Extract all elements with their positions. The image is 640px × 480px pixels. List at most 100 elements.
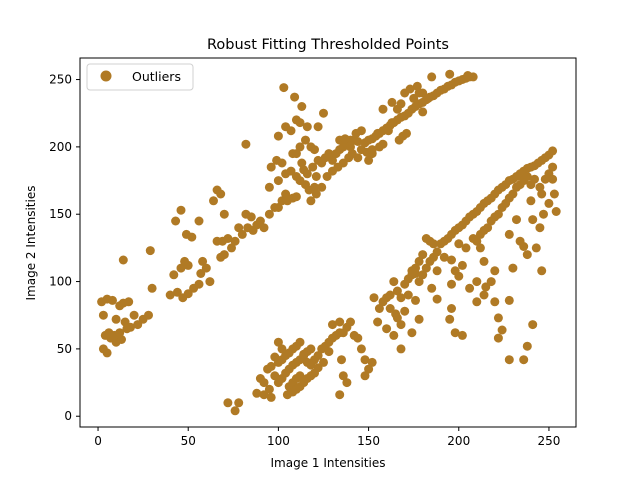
data-point xyxy=(279,83,289,93)
data-point xyxy=(387,97,397,107)
data-point xyxy=(273,131,283,141)
data-point xyxy=(454,239,464,249)
x-tick-label: 0 xyxy=(94,434,102,448)
data-point xyxy=(463,71,473,80)
data-point xyxy=(548,146,558,156)
x-tick-label: 100 xyxy=(267,434,290,448)
data-point xyxy=(457,330,467,340)
y-tick-label: 250 xyxy=(49,73,72,87)
data-point xyxy=(264,384,274,394)
data-point xyxy=(537,189,547,199)
data-point xyxy=(290,92,300,102)
points-layer xyxy=(97,69,561,416)
data-point xyxy=(117,335,126,344)
data-point xyxy=(286,126,296,136)
data-point xyxy=(340,134,350,144)
data-point xyxy=(133,320,143,330)
data-point xyxy=(223,398,233,408)
y-tick-label: 50 xyxy=(57,342,72,356)
y-axis-label: Image 2 Intensities xyxy=(24,186,38,301)
data-point xyxy=(194,216,204,226)
x-axis-label: Image 1 Intensities xyxy=(271,456,386,470)
data-point xyxy=(319,108,328,118)
data-point xyxy=(266,392,276,402)
data-point xyxy=(313,351,323,361)
data-point xyxy=(311,172,321,181)
data-point xyxy=(169,270,179,280)
data-point xyxy=(457,260,467,270)
data-point xyxy=(396,344,406,354)
data-point xyxy=(313,122,323,132)
data-point xyxy=(378,139,388,149)
x-tick-label: 200 xyxy=(447,434,470,448)
data-point xyxy=(356,344,366,354)
data-point xyxy=(411,263,420,273)
data-point xyxy=(515,236,525,246)
data-point xyxy=(508,189,518,199)
data-point xyxy=(389,277,399,287)
data-point xyxy=(108,295,117,305)
data-point xyxy=(124,297,134,307)
data-point xyxy=(396,293,406,303)
data-point xyxy=(465,283,475,293)
data-point xyxy=(418,107,428,117)
data-point xyxy=(360,355,370,365)
data-point xyxy=(392,286,402,296)
data-point xyxy=(270,371,280,381)
data-point xyxy=(346,317,355,327)
data-point xyxy=(427,72,437,82)
data-point xyxy=(297,158,307,168)
data-point xyxy=(102,348,112,358)
data-point xyxy=(461,243,471,253)
data-point xyxy=(353,153,363,163)
data-point xyxy=(266,162,276,172)
data-point xyxy=(367,357,377,367)
data-point xyxy=(118,255,128,265)
data-point xyxy=(493,313,503,323)
data-point xyxy=(302,169,312,179)
data-point xyxy=(407,328,417,338)
data-point xyxy=(291,149,301,159)
y-axis: 0 50 100 150 200 250 xyxy=(49,73,80,423)
chart-title: Robust Fitting Thresholded Points xyxy=(207,37,449,53)
data-point xyxy=(264,182,274,192)
data-point xyxy=(234,223,244,233)
data-point xyxy=(187,232,197,242)
x-tick-label: 250 xyxy=(537,434,560,448)
data-point xyxy=(549,189,559,199)
data-point xyxy=(447,304,456,313)
data-point xyxy=(241,139,251,149)
data-point xyxy=(497,203,507,212)
data-point xyxy=(227,243,236,253)
data-point xyxy=(414,88,424,98)
data-point xyxy=(414,256,424,266)
data-point xyxy=(468,234,478,243)
data-point xyxy=(414,277,424,287)
data-point xyxy=(447,279,456,289)
data-point xyxy=(324,347,334,357)
data-point xyxy=(447,255,456,265)
data-point xyxy=(277,158,287,168)
data-point xyxy=(264,209,274,219)
data-point xyxy=(145,246,155,256)
y-tick-label: 150 xyxy=(49,207,72,221)
plot-frame xyxy=(79,57,577,428)
data-point xyxy=(530,174,539,184)
data-point xyxy=(454,271,464,281)
data-point xyxy=(551,207,561,216)
legend-box xyxy=(86,63,194,91)
data-point xyxy=(144,310,153,320)
data-point xyxy=(374,304,384,313)
data-point xyxy=(537,266,547,276)
data-point xyxy=(528,215,538,225)
data-point xyxy=(356,126,366,136)
data-point xyxy=(508,263,518,273)
data-point xyxy=(548,162,558,172)
data-point xyxy=(281,189,291,199)
data-point xyxy=(382,324,392,334)
data-point xyxy=(475,243,485,253)
data-point xyxy=(295,337,305,347)
data-point xyxy=(427,283,437,293)
data-point xyxy=(548,174,558,184)
